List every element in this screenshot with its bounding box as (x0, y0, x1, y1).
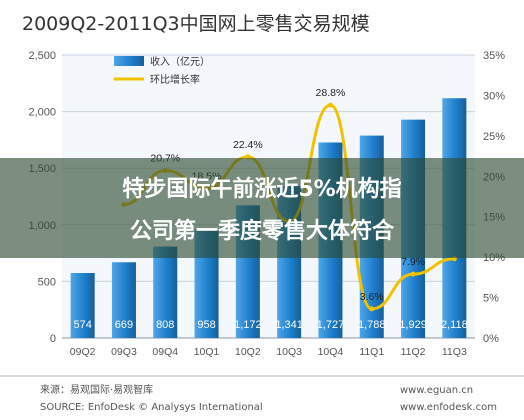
legend: 收入（亿元） 环比增长率 (114, 55, 210, 86)
bar-value-label: 1,727 (317, 319, 345, 331)
bar-value-label: 1,788 (358, 319, 386, 331)
source-line-1: 来源：易观国际·易观智库 (40, 383, 153, 396)
bar (153, 246, 178, 338)
bar-value-label: 958 (197, 319, 215, 331)
bar-value-label: 808 (156, 319, 174, 331)
y-left-tick: 0 (50, 333, 56, 345)
legend-swatch-bar (114, 56, 144, 66)
bar (111, 262, 136, 338)
growth-point (369, 306, 375, 312)
legend-label-line: 环比增长率 (150, 73, 200, 86)
banner-line-2: 公司第一季度零售大体符合 (130, 218, 395, 244)
source-line-2: SOURCE: EnfoDesk © Analysys Internationa… (40, 402, 263, 413)
y-right-tick: 5% (483, 293, 499, 305)
growth-value-label: 7.9% (401, 256, 425, 268)
y-right-tick: 35% (483, 50, 505, 62)
website-1: www.eguan.cn (400, 385, 473, 396)
y-left-tick: 2,000 (28, 107, 56, 119)
y-right-tick: 30% (483, 90, 505, 102)
x-tick: 09Q4 (152, 346, 178, 358)
growth-point (327, 102, 333, 108)
bar-value-label: 2,118 (441, 319, 468, 331)
x-tick: 11Q1 (359, 346, 384, 358)
bar (70, 273, 95, 338)
growth-value-label: 3.6% (360, 291, 384, 303)
x-tick: 10Q3 (276, 346, 302, 358)
legend-label-bar: 收入（亿元） (150, 55, 210, 68)
banner-background (0, 158, 524, 258)
bar-value-label: 669 (115, 319, 133, 331)
y-right-tick: 25% (483, 131, 505, 143)
bar-value-label: 574 (73, 319, 91, 331)
x-tick: 10Q4 (318, 346, 344, 358)
y-right-tick: 0% (483, 333, 499, 345)
x-tick: 10Q2 (235, 346, 261, 358)
banner-line-1: 特步国际午前涨近5%机构指 (122, 176, 401, 202)
growth-value-label: 28.8% (316, 87, 346, 99)
x-tick: 11Q3 (442, 346, 467, 358)
x-tick: 09Q3 (111, 346, 137, 358)
x-tick: 10Q1 (194, 346, 220, 358)
bar-value-label: 1,341 (275, 319, 303, 331)
x-tick: 11Q2 (401, 346, 426, 358)
overlay-banner: 特步国际午前涨近5%机构指 公司第一季度零售大体符合 (0, 158, 524, 258)
chart-title: 2009Q2-2011Q3中国网上零售交易规模 (22, 13, 370, 35)
bar-value-label: 1,929 (399, 319, 427, 331)
website-2: www.enfodesk.com (400, 402, 497, 413)
x-tick: 09Q2 (70, 346, 96, 358)
y-left-tick: 500 (38, 276, 56, 288)
bar-value-label: 1,172 (234, 319, 262, 331)
growth-point (410, 271, 416, 277)
y-left-tick: 2,500 (28, 50, 56, 62)
growth-value-label: 22.4% (233, 139, 263, 151)
